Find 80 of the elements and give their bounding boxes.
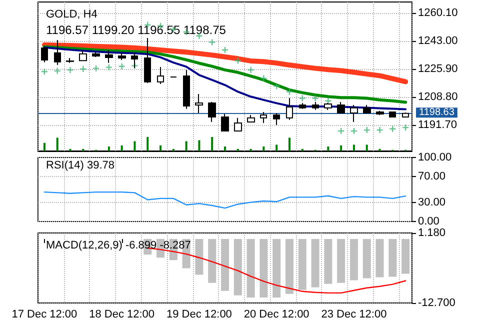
point (299, 95, 306, 102)
y-tick-label: 0.00 (418, 216, 440, 228)
candlestick (312, 102, 319, 110)
candlestick (350, 104, 358, 123)
text: MACD(12,26,9) -6.899 -8.287 (46, 240, 191, 252)
point (93, 65, 100, 72)
candlestick (118, 52, 126, 60)
point (248, 66, 254, 73)
y-tick-label: 1260.10 (418, 6, 458, 19)
candlestick (183, 69, 190, 110)
bar (366, 144, 368, 151)
bar (185, 141, 188, 151)
y-tick-label: 70.00 (418, 170, 446, 183)
point (286, 88, 292, 95)
candlestick (66, 58, 74, 64)
line-series (44, 191, 406, 209)
candlestick (260, 112, 267, 124)
bar (352, 144, 355, 151)
bar (276, 144, 278, 151)
candlestick (286, 97, 293, 120)
candlestick (363, 104, 371, 114)
text: 1196.57 1199.20 1196.55 1198.75 (46, 23, 226, 37)
bar (160, 145, 162, 151)
x-tick-label: 18 Dec 12:00 (89, 308, 155, 320)
x-tick-label: 19 Dec 12:00 (166, 308, 232, 320)
point (67, 66, 74, 73)
point (54, 68, 60, 74)
candlestick (299, 102, 306, 110)
candlestick (92, 51, 100, 58)
point (312, 95, 318, 102)
x-tick-label: 17 Dec 12:00 (12, 308, 78, 320)
bar (340, 145, 342, 151)
text: GOLD, H4 (46, 8, 98, 20)
candlestick (402, 112, 409, 118)
bar (120, 145, 123, 151)
bar (262, 146, 265, 151)
point (390, 126, 396, 132)
bar (288, 138, 290, 151)
bar (146, 137, 149, 151)
candlestick (195, 94, 203, 114)
point (118, 63, 125, 70)
y-tick-label: -12.700 (418, 297, 456, 309)
point (260, 75, 267, 82)
point (106, 64, 112, 70)
candlestick (273, 112, 280, 126)
candlestick (221, 113, 229, 132)
chart-title: RSI(14) 39.78 (46, 160, 114, 172)
line-series (147, 247, 406, 294)
y-tick-label: 1243.00 (418, 34, 458, 47)
bar (327, 146, 330, 151)
candlestick (79, 49, 87, 62)
y-tick-label: 30.00 (418, 196, 446, 208)
candlestick (234, 117, 242, 132)
candlestick (144, 38, 151, 84)
bar (56, 138, 58, 151)
y-tick-label: 1191.70 (418, 118, 457, 131)
bar (211, 137, 214, 151)
bar (43, 142, 46, 151)
bar (134, 141, 136, 151)
bar (198, 140, 200, 151)
x-tick-label: 23 Dec 12:00 (321, 308, 387, 320)
y-tick-label: 1225.90 (418, 62, 458, 75)
candlestick (41, 46, 48, 63)
point (209, 39, 216, 46)
point (376, 127, 383, 134)
candlestick (157, 66, 164, 85)
bar (108, 146, 110, 151)
ref-line-label: 1198.63 (419, 107, 455, 118)
y-tick-label: 100.00 (418, 152, 452, 164)
y-tick-label: 1.180 (418, 227, 446, 239)
y-tick-label: 1208.80 (418, 90, 458, 103)
candlestick (247, 114, 255, 123)
candlestick (105, 49, 113, 64)
candlestick (337, 102, 345, 114)
bar (224, 146, 226, 151)
candlestick (376, 110, 384, 116)
candlestick (389, 112, 396, 118)
x-tick-label: 20 Dec 12:00 (244, 308, 310, 320)
candlestick (54, 39, 61, 66)
candlestick (208, 102, 216, 123)
